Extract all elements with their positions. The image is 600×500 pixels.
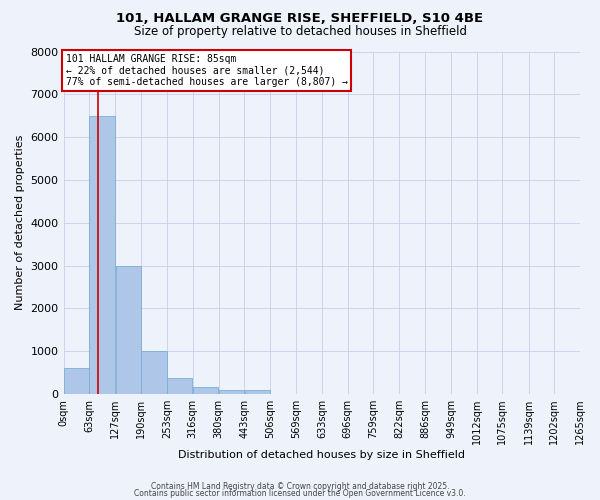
Bar bbox=[64, 368, 89, 394]
Bar bbox=[245, 390, 270, 394]
Bar bbox=[219, 390, 244, 394]
Bar bbox=[89, 116, 115, 394]
X-axis label: Distribution of detached houses by size in Sheffield: Distribution of detached houses by size … bbox=[178, 450, 465, 460]
Bar bbox=[116, 266, 141, 394]
Bar bbox=[167, 378, 193, 394]
Text: Size of property relative to detached houses in Sheffield: Size of property relative to detached ho… bbox=[133, 25, 467, 38]
Text: Contains public sector information licensed under the Open Government Licence v3: Contains public sector information licen… bbox=[134, 489, 466, 498]
Y-axis label: Number of detached properties: Number of detached properties bbox=[15, 135, 25, 310]
Bar bbox=[193, 387, 218, 394]
Text: 101, HALLAM GRANGE RISE, SHEFFIELD, S10 4BE: 101, HALLAM GRANGE RISE, SHEFFIELD, S10 … bbox=[116, 12, 484, 26]
Text: 101 HALLAM GRANGE RISE: 85sqm
← 22% of detached houses are smaller (2,544)
77% o: 101 HALLAM GRANGE RISE: 85sqm ← 22% of d… bbox=[65, 54, 347, 87]
Text: Contains HM Land Registry data © Crown copyright and database right 2025.: Contains HM Land Registry data © Crown c… bbox=[151, 482, 449, 491]
Bar bbox=[141, 352, 167, 394]
